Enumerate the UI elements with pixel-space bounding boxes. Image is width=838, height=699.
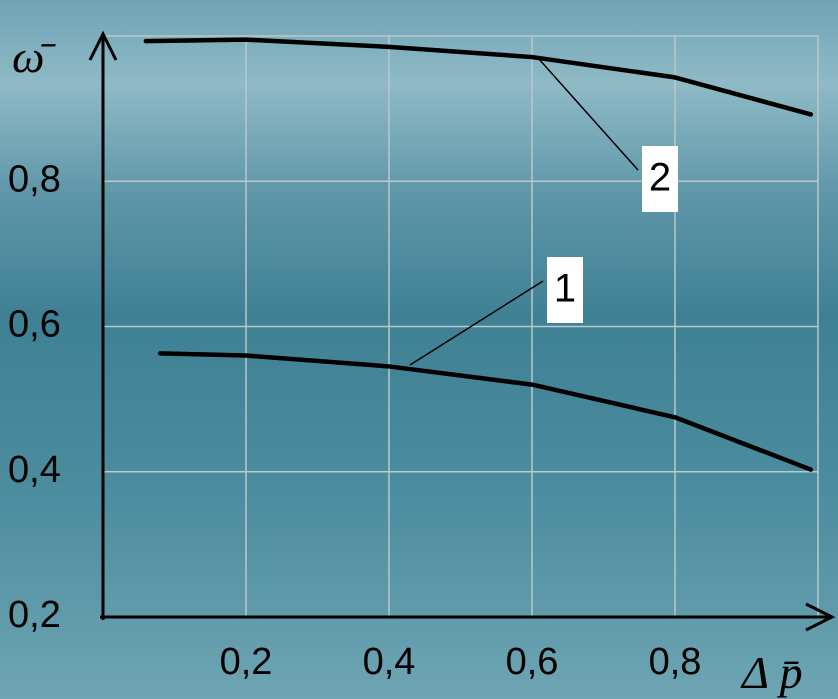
leader-line: [538, 58, 638, 170]
x-tick-label: 0,4: [363, 641, 416, 683]
series-label: 2: [649, 156, 671, 200]
y-tick-label: 0,8: [8, 158, 61, 200]
leader-line: [410, 281, 543, 365]
page: ω̄ Δ p̄ 0,20,40,60,80,20,40,60,812 (() =…: [0, 0, 838, 699]
y-tick-label: 0,2: [8, 594, 61, 636]
x-tick-label: 0,8: [649, 641, 702, 683]
y-tick-label: 0,6: [8, 304, 61, 346]
series-label: 1: [554, 267, 576, 311]
x-axis-label: Δ p̄: [740, 647, 803, 698]
x-tick-label: 0,2: [220, 641, 273, 683]
y-axis-label: ω̄: [12, 31, 56, 82]
grid: [103, 36, 818, 617]
y-tick-label: 0,4: [8, 449, 61, 491]
chart: ω̄ Δ p̄ 0,2 0,4 0,6 0,8 0,2 0,4 0,6 0,8 1 2: [0, 0, 838, 699]
series-line: [160, 353, 811, 469]
x-tick-label: 0,6: [506, 641, 559, 683]
